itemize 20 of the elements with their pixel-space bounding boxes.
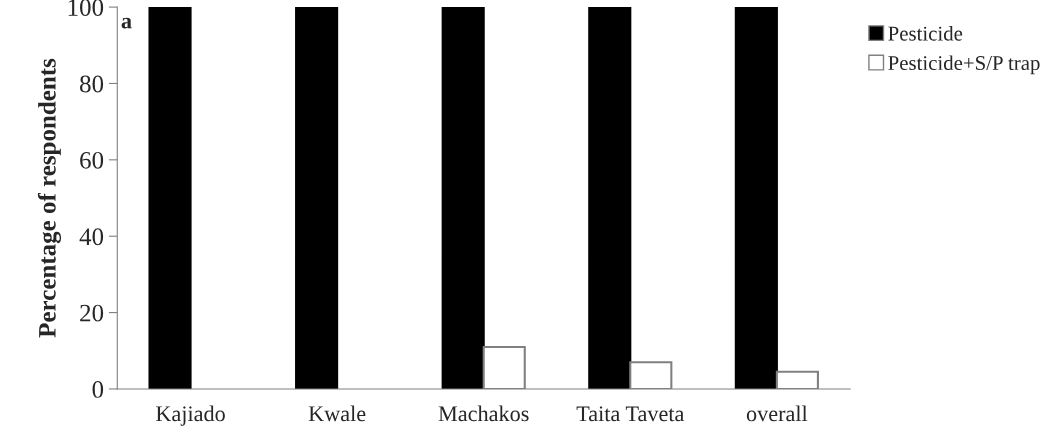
bar [441,7,485,389]
y-tick-label: 60 [80,151,104,169]
bar [148,7,192,389]
x-tick-label: Kwale [308,405,366,422]
y-tick-label: 100 [68,0,104,17]
legend-label: Pesticide [888,25,963,41]
annotation: a [121,17,132,29]
bar [295,7,339,389]
y-tick-label: 40 [79,228,104,246]
y-tick-label: 0 [92,381,104,398]
legend-label: Pesticide+S/P trap [888,55,1040,75]
bar [588,7,632,389]
y-tick-label: 20 [80,304,104,322]
x-tick-label: Kajiado [156,405,225,426]
x-tick-label: Machakos [438,405,529,422]
y-tick-label: 80 [80,75,104,93]
x-tick-label: overall [746,405,808,422]
x-tick-label: Taita Taveta [576,406,685,422]
bar [734,7,778,389]
y-axis-title: Percentage of respondents [37,58,62,338]
